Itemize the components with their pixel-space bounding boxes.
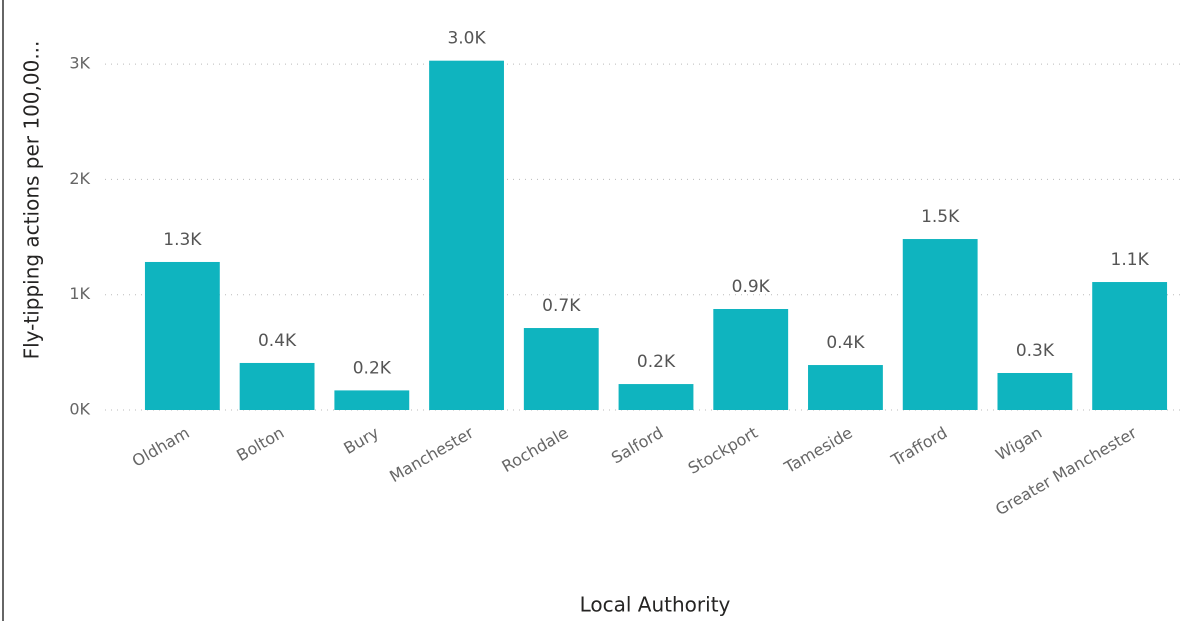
bar — [808, 365, 883, 410]
data-label: 3.0K — [447, 29, 486, 49]
bar — [239, 362, 315, 410]
x-tick-label: Rochdale — [498, 423, 571, 476]
bar — [997, 372, 1073, 410]
y-axis-title: Fly-tipping actions per 100,00... — [20, 41, 44, 360]
data-label: 0.3K — [1016, 341, 1055, 361]
bar — [1092, 282, 1168, 410]
data-label: 1.5K — [921, 207, 960, 227]
y-tick-label: 1K — [69, 284, 90, 303]
x-tick-label: Salford — [608, 423, 666, 468]
bar — [144, 261, 220, 410]
x-tick-label: Tameside — [780, 423, 855, 478]
x-tick-label: Oldham — [129, 423, 193, 471]
data-label: 0.4K — [258, 331, 297, 351]
bar — [523, 328, 599, 410]
data-label: 1.1K — [1111, 250, 1150, 270]
bar — [902, 239, 978, 410]
bar — [334, 390, 410, 410]
y-tick-label: 2K — [69, 169, 90, 188]
x-tick-label: Bolton — [233, 423, 287, 465]
data-label: 0.9K — [732, 277, 771, 297]
bar — [618, 384, 694, 410]
data-label: 0.4K — [826, 333, 865, 353]
bar — [713, 309, 789, 410]
x-tick-label: Manchester — [386, 423, 477, 486]
data-label: 1.3K — [163, 230, 202, 250]
x-tick-label: Trafford — [887, 423, 950, 470]
data-label: 0.2K — [637, 352, 676, 372]
data-label: 0.2K — [353, 358, 392, 378]
x-tick-label: Stockport — [685, 423, 761, 478]
y-tick-label: 0K — [69, 400, 90, 419]
x-tick-label: Bury — [340, 423, 382, 458]
x-tick-label: Wigan — [992, 423, 1045, 464]
y-tick-label: 3K — [69, 54, 90, 73]
bar — [429, 60, 504, 410]
data-label: 0.7K — [542, 296, 581, 316]
x-axis-title: Local Authority — [580, 593, 731, 617]
